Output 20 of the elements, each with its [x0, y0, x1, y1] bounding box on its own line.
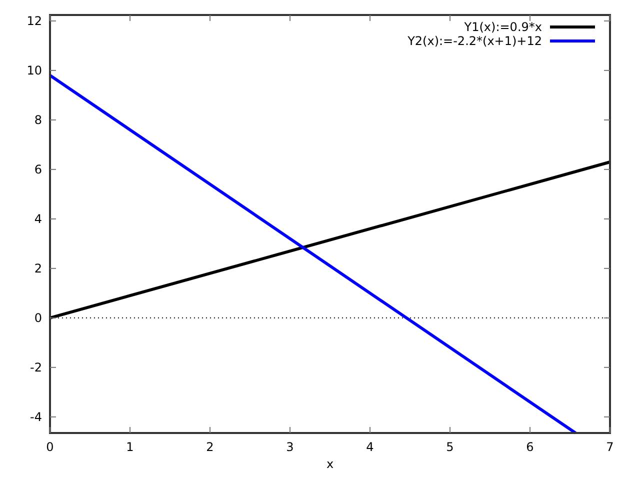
legend-label: Y2(x):=-2.2*(x+1)+12: [406, 34, 542, 48]
x-tick-label: 6: [526, 440, 534, 454]
y-tick-label: 12: [26, 14, 42, 28]
x-tick-label: 5: [446, 440, 454, 454]
x-tick-label: 2: [206, 440, 214, 454]
y-tick-label: -2: [30, 360, 42, 374]
x-tick-label: 1: [126, 440, 134, 454]
y-tick-label: 4: [34, 212, 42, 226]
y-tick-label: 0: [34, 310, 42, 325]
y-tick-label: 8: [34, 112, 42, 127]
x-tick-label: 4: [366, 440, 374, 454]
y-tick-label: 6: [34, 162, 42, 176]
y-tick-label: 10: [26, 63, 42, 78]
y-tick-label: 2: [34, 261, 42, 276]
legend-label: Y1(x):=0.9*x: [463, 20, 542, 34]
y-tick-label: -4: [30, 410, 42, 424]
x-tick-label: 0: [46, 440, 54, 454]
x-axis-title: x: [326, 457, 334, 471]
x-tick-label: 7: [606, 440, 614, 454]
x-tick-label: 3: [286, 440, 294, 454]
